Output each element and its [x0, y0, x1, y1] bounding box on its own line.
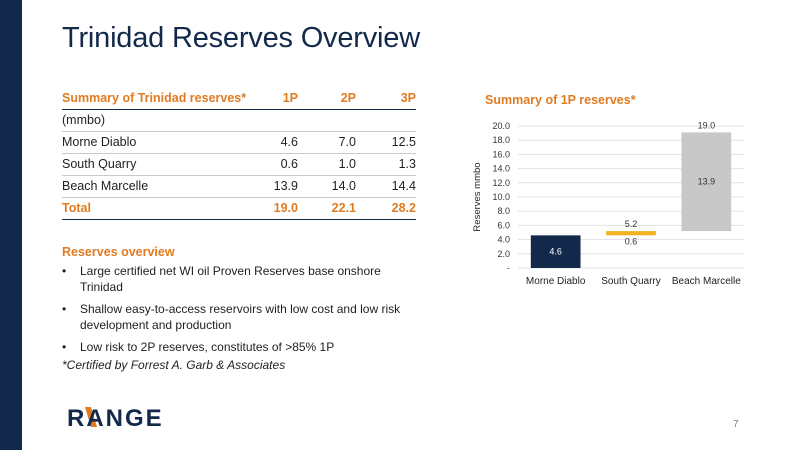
reserves-waterfall-chart: - 2.0 4.0 6.0 8.0 10.0 12.0 14.0 16.0 18.0 20.0 Res… — [472, 120, 744, 287]
y-tick-label: 10.0 — [492, 192, 510, 202]
y-tick-label: 20.0 — [492, 121, 510, 131]
table-unit-row: (mmbo) — [62, 109, 416, 132]
bar — [606, 231, 656, 236]
reserves-overview-list: Large certified net WI oil Proven Reserv… — [62, 263, 402, 361]
list-item: Low risk to 2P reserves, constitutes of … — [62, 339, 402, 355]
y-tick-label: 8.0 — [497, 206, 510, 216]
y-tick-label: 4.0 — [497, 235, 510, 245]
unit-label: (mmbo) — [62, 109, 250, 132]
logo-accent-icon — [85, 407, 97, 427]
cumulative-label: 19.0 — [698, 120, 716, 130]
y-tick-label: 2.0 — [497, 249, 510, 259]
reserves-summary-table: Summary of Trinidad reserves* 1P 2P 3P (… — [62, 87, 416, 220]
cell-3p: 14.4 — [356, 175, 416, 198]
total-label: Total — [62, 197, 250, 220]
table-header: 1P — [250, 87, 298, 110]
y-tick-label: 14.0 — [492, 164, 510, 174]
data-label: 4.6 — [549, 247, 562, 257]
data-label: 13.9 — [698, 177, 716, 187]
table-header: 2P — [298, 87, 356, 110]
cell-2p: 7.0 — [298, 131, 356, 154]
list-item: Shallow easy-to-access reservoirs with l… — [62, 301, 402, 333]
cell-2p: 1.0 — [298, 153, 356, 176]
table-row: Beach Marcelle 13.9 14.0 14.4 — [62, 175, 416, 198]
table-header-row: Summary of Trinidad reserves* 1P 2P 3P — [62, 87, 416, 110]
cell-3p: 12.5 — [356, 131, 416, 154]
chart-title: Summary of 1P reserves* — [485, 93, 636, 107]
bar — [681, 132, 732, 232]
y-axis-label: Reserves mmbo — [472, 162, 483, 231]
table-header: 3P — [356, 87, 416, 110]
y-tick-label: 12.0 — [492, 178, 510, 188]
range-logo: RANGE — [67, 405, 164, 430]
table-header: Summary of Trinidad reserves* — [62, 87, 250, 110]
x-tick-label: Beach Marcelle — [672, 276, 741, 287]
side-accent-bar — [0, 0, 22, 450]
total-1p: 19.0 — [250, 197, 298, 220]
y-tick-label: 6.0 — [497, 220, 510, 230]
list-item: Large certified net WI oil Proven Reserv… — [62, 263, 402, 295]
cell-2p: 14.0 — [298, 175, 356, 198]
x-tick-label: Morne Diablo — [526, 276, 586, 287]
table-row: Morne Diablo 4.6 7.0 12.5 — [62, 131, 416, 154]
page-title: Trinidad Reserves Overview — [62, 22, 420, 54]
x-tick-label: South Quarry — [601, 276, 660, 287]
logo-text: RANGE — [67, 405, 164, 430]
bar — [530, 235, 581, 268]
cell-1p: 4.6 — [250, 131, 298, 154]
cell-1p: 0.6 — [250, 153, 298, 176]
total-2p: 22.1 — [298, 197, 356, 220]
data-label: 0.6 — [625, 236, 638, 246]
row-name: South Quarry — [62, 153, 250, 176]
table-total-row: Total 19.0 22.1 28.2 — [62, 197, 416, 220]
y-tick-label: 18.0 — [492, 135, 510, 145]
cumulative-label: 5.2 — [625, 219, 638, 229]
y-tick-label: - — [507, 263, 510, 273]
y-tick-label: 16.0 — [492, 149, 510, 159]
row-name: Beach Marcelle — [62, 175, 250, 198]
page-number: 7 — [733, 419, 739, 430]
cell-1p: 13.9 — [250, 175, 298, 198]
footnote: *Certified by Forrest A. Garb & Associat… — [62, 358, 286, 372]
row-name: Morne Diablo — [62, 131, 250, 154]
reserves-overview-heading: Reserves overview — [62, 245, 175, 259]
table-row: South Quarry 0.6 1.0 1.3 — [62, 153, 416, 176]
total-3p: 28.2 — [356, 197, 416, 220]
cell-3p: 1.3 — [356, 153, 416, 176]
